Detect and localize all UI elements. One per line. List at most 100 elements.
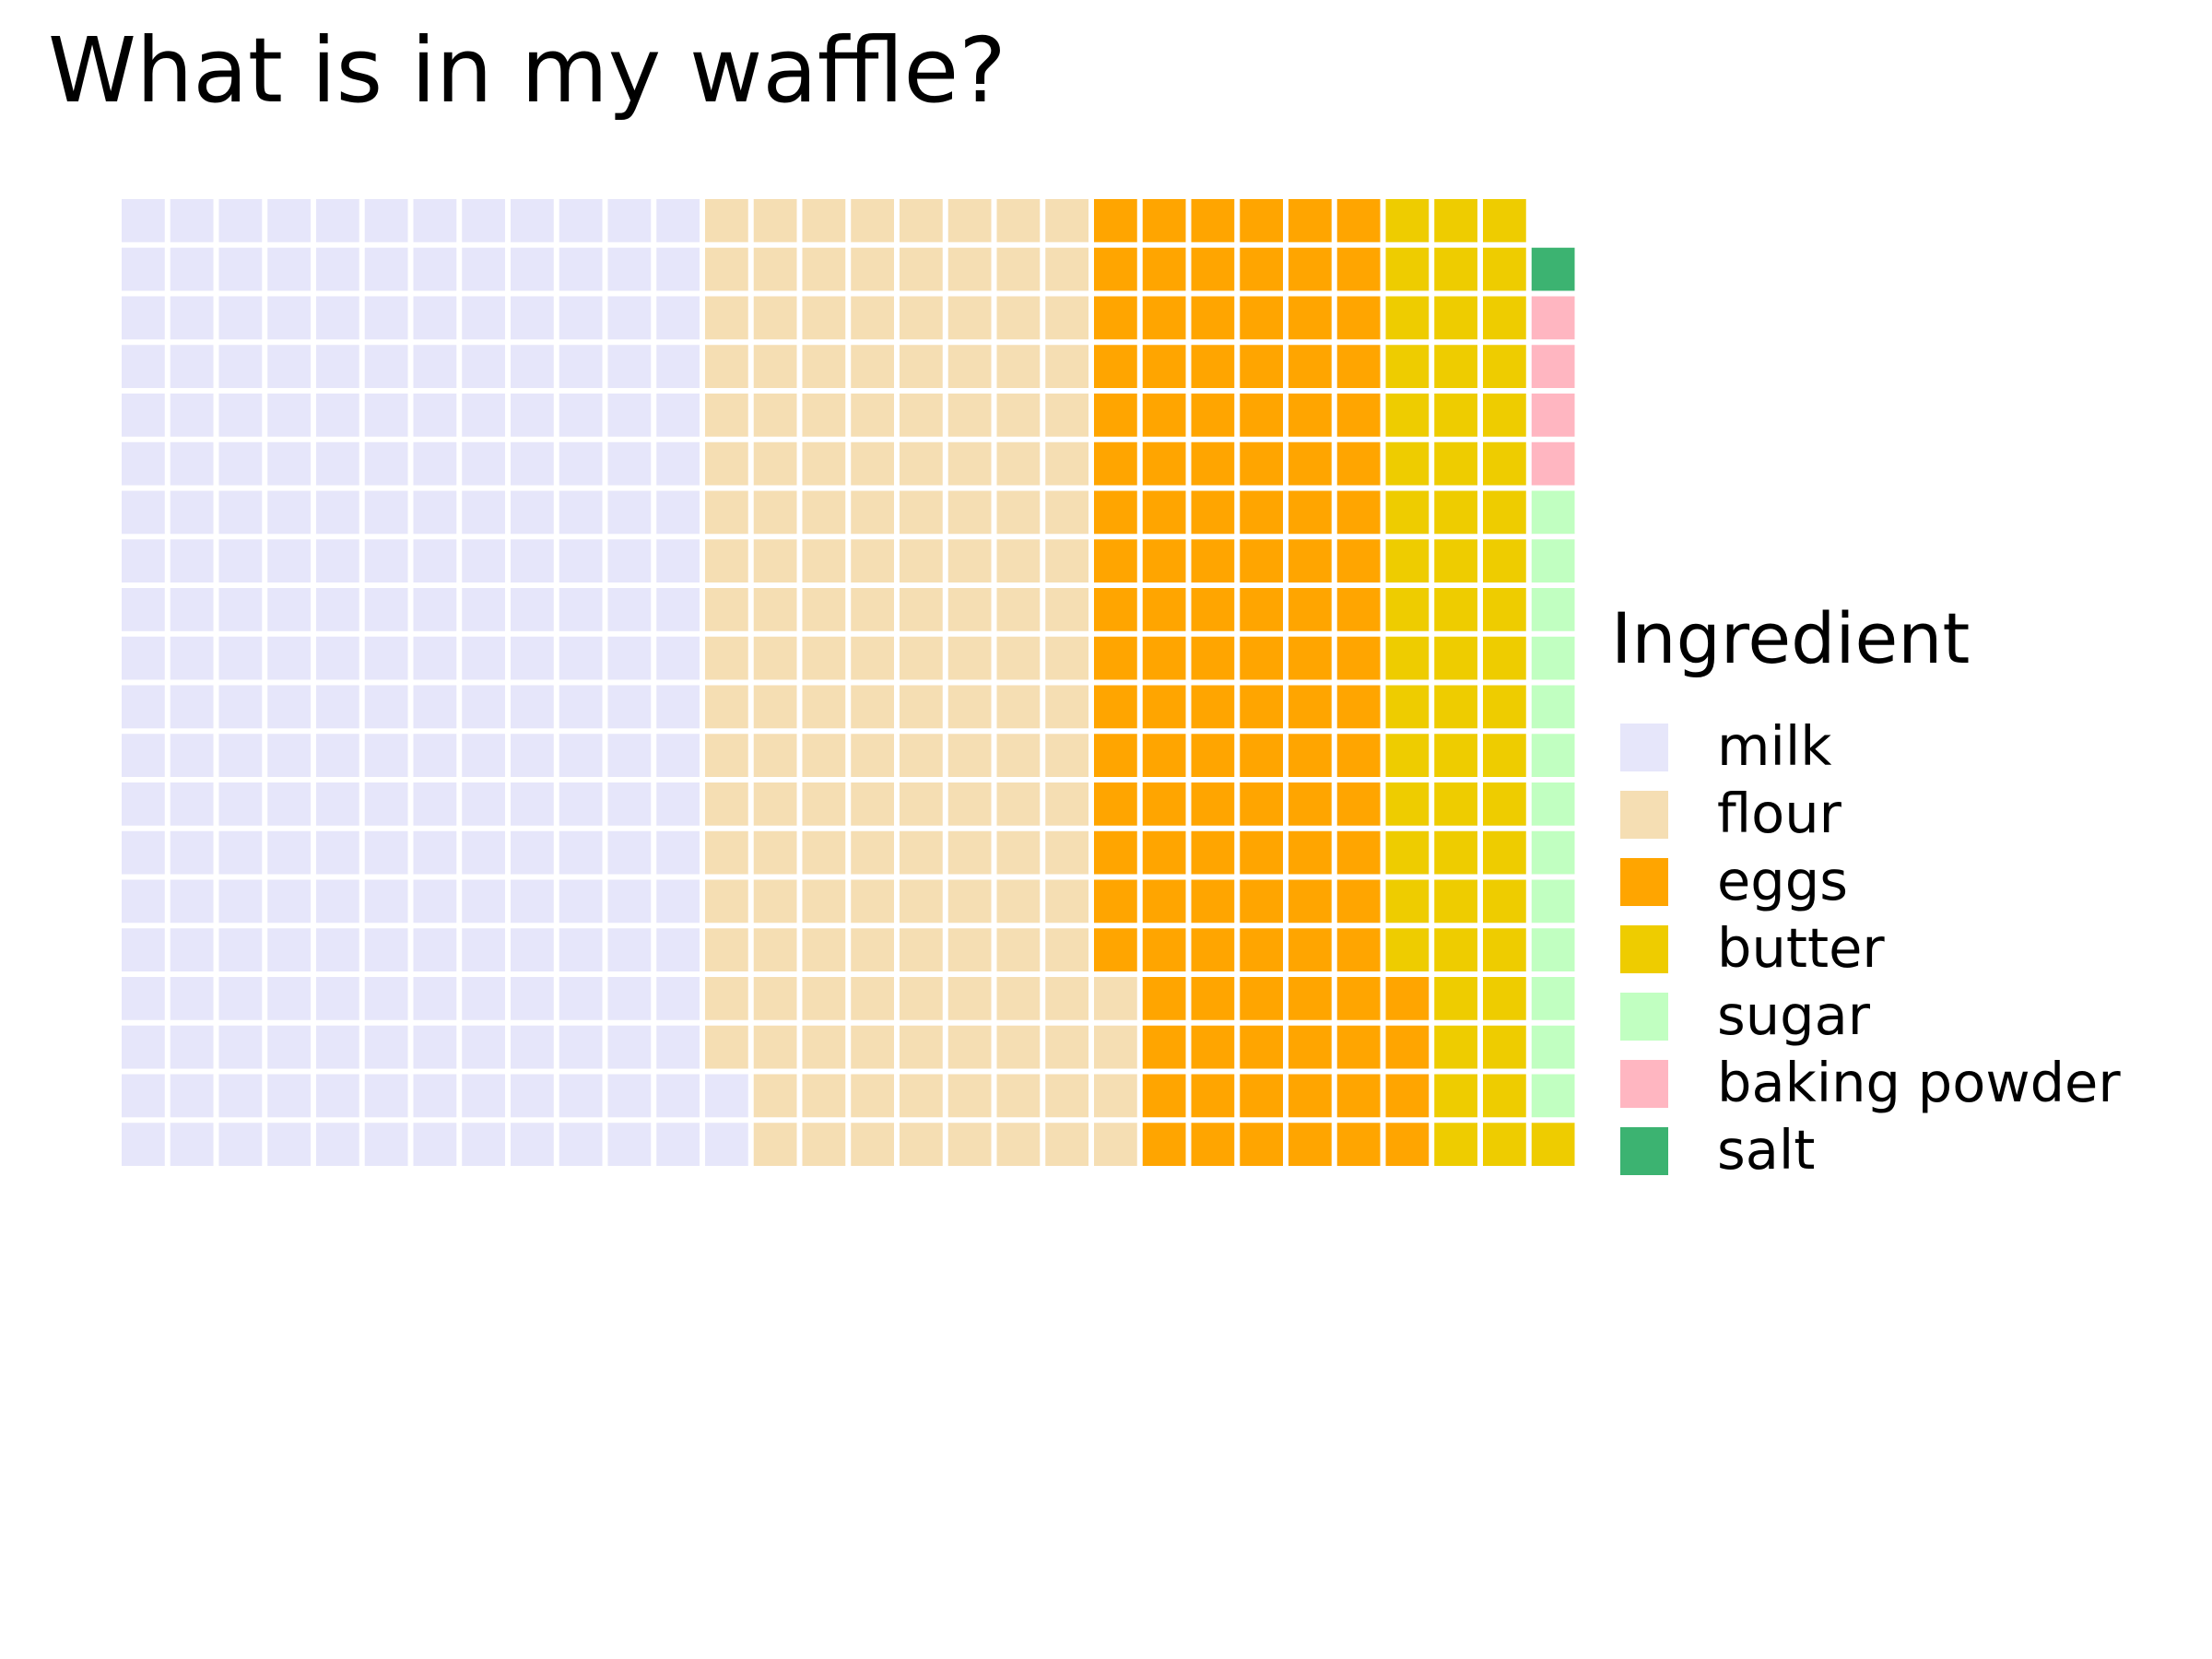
waffle-cell-milk [462, 1025, 505, 1069]
waffle-cell-milk [122, 782, 165, 826]
waffle-cell-milk [607, 928, 652, 971]
waffle-cell-sugar [1531, 879, 1575, 924]
waffle-cell-baking-powder [1531, 345, 1575, 388]
waffle-cell-flour [753, 247, 797, 291]
waffle-cell-flour [802, 394, 846, 437]
waffle-cell-milk [364, 441, 408, 486]
waffle-cell-eggs [1240, 830, 1283, 875]
waffle-cell-eggs [1288, 296, 1332, 340]
waffle-cell-flour [900, 734, 943, 777]
waffle-cell-eggs [1191, 1123, 1235, 1166]
waffle-cell-milk [607, 879, 652, 924]
waffle-cell-eggs [1240, 490, 1283, 535]
waffle-cell-milk [267, 1025, 311, 1069]
waffle-cell-milk [122, 394, 165, 437]
waffle-cell-flour [1045, 830, 1088, 875]
waffle-cell-flour [851, 490, 894, 535]
waffle-cell-flour [996, 685, 1041, 729]
waffle-cell-flour [705, 928, 748, 971]
waffle-cell-flour [947, 490, 992, 535]
waffle-cell-butter [1434, 685, 1477, 729]
waffle-cell-milk [656, 441, 700, 486]
waffle-cell-flour [1045, 734, 1088, 777]
waffle-cell-milk [122, 1025, 165, 1069]
waffle-cell-milk [122, 1074, 165, 1118]
waffle-cell-butter [1483, 441, 1526, 486]
waffle-cell-butter [1483, 1074, 1526, 1118]
waffle-cell-milk [656, 247, 700, 291]
waffle-cell-flour [851, 782, 894, 826]
waffle-cell-milk [122, 441, 165, 486]
waffle-cell-flour [900, 977, 943, 1020]
waffle-cell-milk [218, 247, 263, 291]
waffle-cell-milk [316, 247, 359, 291]
legend-item-salt: salt [1611, 1120, 2201, 1187]
waffle-cell-butter [1483, 199, 1526, 242]
waffle-cell-eggs [1288, 247, 1332, 291]
waffle-cell-flour [802, 830, 846, 875]
waffle-cell-eggs [1094, 830, 1137, 875]
waffle-cell-sugar [1531, 928, 1575, 971]
waffle-cell-milk [170, 296, 214, 340]
waffle-cell-eggs [1288, 345, 1332, 388]
waffle-cell-milk [559, 199, 603, 242]
waffle-cell-eggs [1094, 685, 1137, 729]
waffle-cell-flour [753, 782, 797, 826]
waffle-cell-flour [705, 782, 748, 826]
waffle-cell-flour [900, 296, 943, 340]
chart-title: What is in my waffle? [48, 18, 1006, 123]
waffle-cell-butter [1385, 588, 1430, 631]
waffle-cell-flour [705, 539, 748, 582]
waffle-cell-flour [900, 782, 943, 826]
waffle-cell-milk [559, 345, 603, 388]
waffle-cell-flour [947, 345, 992, 388]
waffle-cell-milk [316, 928, 359, 971]
waffle-cell-eggs [1191, 1025, 1235, 1069]
waffle-cell-milk [364, 734, 408, 777]
waffle-cell-butter [1483, 879, 1526, 924]
waffle-cell-eggs [1094, 394, 1137, 437]
waffle-cell-milk [218, 734, 263, 777]
waffle-cell-flour [802, 199, 846, 242]
waffle-cell-butter [1483, 539, 1526, 582]
waffle-cell-milk [267, 1123, 311, 1166]
waffle-cell-flour [1045, 490, 1088, 535]
waffle-cell-flour [1094, 1123, 1137, 1166]
waffle-cell-flour [1045, 782, 1088, 826]
waffle-cell-milk [607, 345, 652, 388]
waffle-cell-eggs [1142, 928, 1186, 971]
waffle-cell-milk [170, 1074, 214, 1118]
waffle-cell-milk [267, 247, 311, 291]
waffle-cell-flour [753, 539, 797, 582]
waffle-cell-milk [511, 394, 554, 437]
waffle-cell-milk [170, 1123, 214, 1166]
waffle-cell-flour [996, 394, 1041, 437]
waffle-cell-butter [1483, 345, 1526, 388]
waffle-cell-flour [947, 441, 992, 486]
waffle-cell-milk [267, 394, 311, 437]
waffle-cell-milk [413, 539, 457, 582]
waffle-cell-butter [1385, 734, 1430, 777]
waffle-cell-flour [900, 588, 943, 631]
waffle-cell-eggs [1288, 636, 1332, 680]
waffle-cell-flour [851, 199, 894, 242]
waffle-cell-milk [607, 685, 652, 729]
waffle-cell-flour [900, 830, 943, 875]
waffle-cell-milk [559, 928, 603, 971]
waffle-cell-milk [170, 247, 214, 291]
waffle-cell-flour [1094, 1025, 1137, 1069]
waffle-cell-milk [316, 345, 359, 388]
waffle-cell-flour [1045, 879, 1088, 924]
waffle-cell-flour [996, 588, 1041, 631]
waffle-cell-eggs [1240, 199, 1283, 242]
waffle-cell-butter [1434, 734, 1477, 777]
waffle-cell-eggs [1336, 830, 1381, 875]
waffle-cell-butter [1483, 394, 1526, 437]
waffle-cell-milk [607, 490, 652, 535]
waffle-cell-milk [218, 490, 263, 535]
waffle-cell-eggs [1191, 345, 1235, 388]
waffle-cell-flour [996, 199, 1041, 242]
waffle-cell-flour [753, 830, 797, 875]
waffle-cell-eggs [1191, 199, 1235, 242]
waffle-cell-milk [413, 782, 457, 826]
